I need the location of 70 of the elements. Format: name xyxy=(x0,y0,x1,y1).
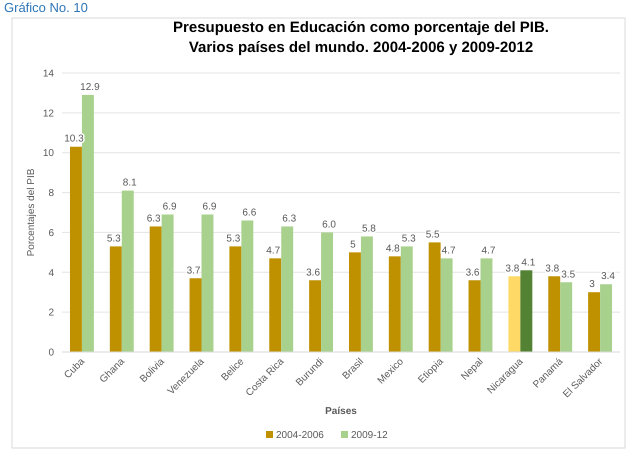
data-label: 4.7 xyxy=(442,245,456,256)
y-tick-label: 4 xyxy=(48,268,54,279)
legend-label: 2009-12 xyxy=(351,430,388,441)
y-tick-label: 8 xyxy=(48,188,54,200)
bar xyxy=(229,246,242,352)
bar xyxy=(122,190,134,352)
bar xyxy=(202,214,214,352)
bar xyxy=(588,292,600,352)
data-label: 3.5 xyxy=(561,269,576,280)
bar xyxy=(82,94,94,352)
data-label: 6.3 xyxy=(282,213,297,224)
y-tick-label: 6 xyxy=(48,228,54,239)
data-label: 5.3 xyxy=(226,233,241,244)
data-label: 5.3 xyxy=(106,233,122,244)
data-label: 4.7 xyxy=(482,245,496,256)
x-axis-title: Países xyxy=(325,406,358,417)
data-label: 6.0 xyxy=(322,219,336,230)
bar xyxy=(560,282,572,352)
data-label: 3 xyxy=(589,279,596,290)
bar xyxy=(468,280,480,352)
y-tick-label: 2 xyxy=(48,308,54,319)
bar xyxy=(281,226,294,352)
bar xyxy=(150,226,162,352)
data-label: 3.8 xyxy=(505,263,520,274)
bar xyxy=(70,146,82,352)
bar xyxy=(520,270,532,352)
bar xyxy=(400,246,413,352)
data-label: 6.9 xyxy=(202,201,217,212)
legend-label: 2004-2006 xyxy=(276,430,324,441)
data-label: 5.5 xyxy=(426,229,440,240)
text: Gráfico No. 10 xyxy=(4,0,88,15)
y-tick-label: 12 xyxy=(42,108,54,120)
bar xyxy=(348,252,361,352)
bar xyxy=(269,258,282,352)
data-label: 3.6 xyxy=(306,267,320,278)
chart-subtitle: Varios países del mundo. 2004-2006 y 2009-2012 xyxy=(188,39,534,56)
data-label: 8.1 xyxy=(122,178,138,189)
y-tick-label: 10 xyxy=(42,148,54,160)
data-label: 6.9 xyxy=(162,201,178,212)
y-tick-label: 14 xyxy=(42,68,54,80)
y-tick-label: 0 xyxy=(48,348,54,358)
data-label: 12.9 xyxy=(80,82,100,93)
bar xyxy=(321,232,334,352)
bar xyxy=(309,280,322,352)
y-axis-title: Porcentajes del PIB xyxy=(26,168,37,256)
data-label: 3.6 xyxy=(466,267,480,278)
bar xyxy=(440,258,453,352)
bar xyxy=(508,276,520,352)
bar xyxy=(110,246,122,352)
data-label: 3.4 xyxy=(601,271,616,282)
data-label: 5 xyxy=(350,239,356,250)
data-label: 5.3 xyxy=(402,233,416,244)
data-label: 6.6 xyxy=(242,207,257,218)
bar xyxy=(548,276,560,352)
bar xyxy=(360,236,373,352)
data-label: 4.7 xyxy=(266,245,281,256)
data-label: 3.7 xyxy=(186,265,201,276)
bar xyxy=(162,214,174,352)
bar xyxy=(428,242,441,352)
data-label: 4.8 xyxy=(386,243,400,254)
chart-title: Presupuesto en Educación como porcentaje del PIB. xyxy=(173,19,549,36)
bar xyxy=(190,278,202,352)
data-label: 6.3 xyxy=(146,213,162,224)
bar xyxy=(480,258,492,352)
bar xyxy=(388,256,401,352)
bar xyxy=(241,220,254,352)
data-label: 4.1 xyxy=(521,257,536,268)
data-label: 3.8 xyxy=(545,263,560,274)
bar xyxy=(600,284,612,352)
data-label: 5.8 xyxy=(362,223,376,234)
